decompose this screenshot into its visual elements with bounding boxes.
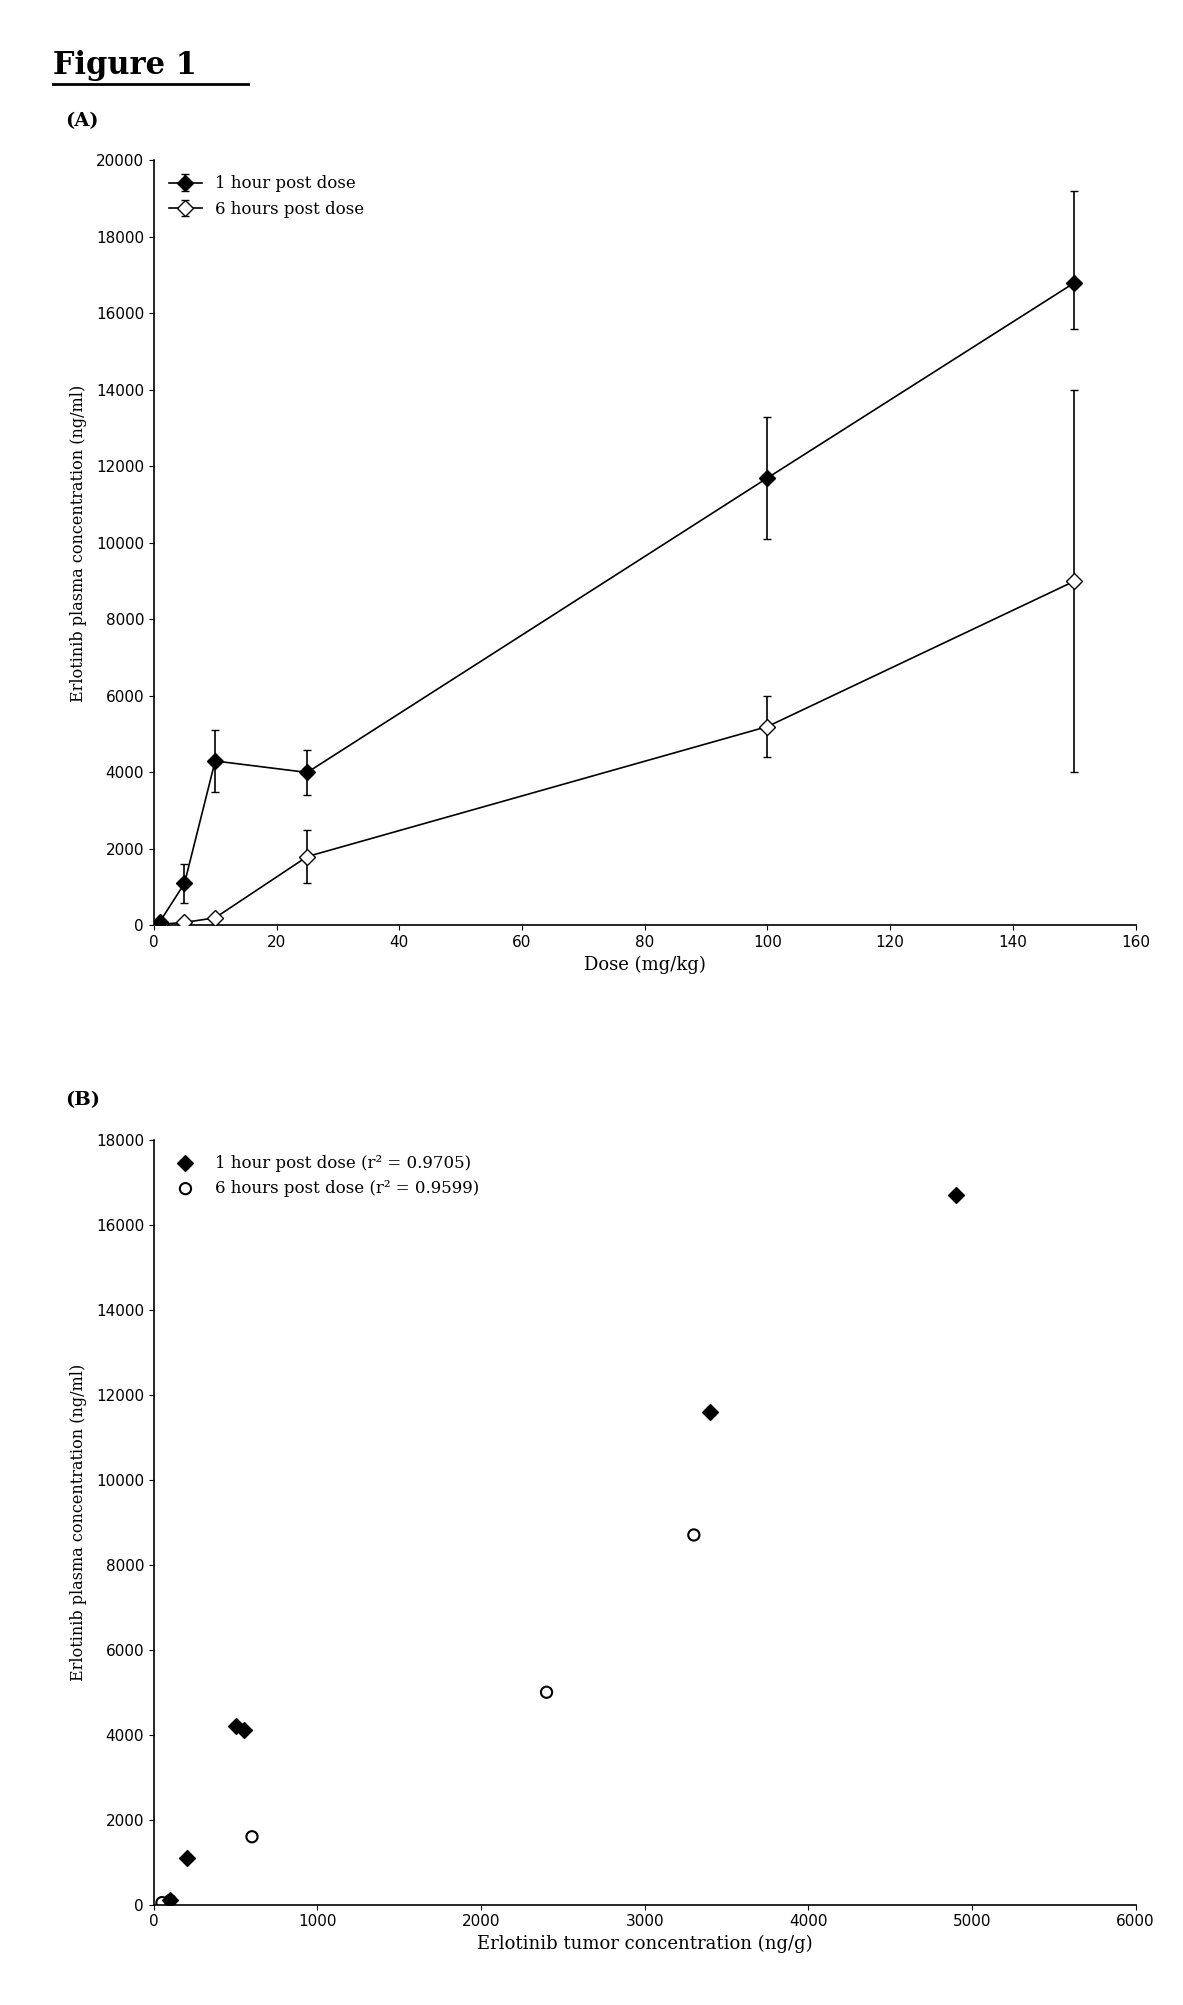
6 hours post dose (r² = 0.9599) <box>537 1676 556 1708</box>
X-axis label: Erlotinib tumor concentration (ng/g): Erlotinib tumor concentration (ng/g) <box>477 1935 813 1953</box>
Y-axis label: Erlotinib plasma concentration (ng/ml): Erlotinib plasma concentration (ng/ml) <box>71 1363 88 1680</box>
1 hour post dose (r² = 0.9705) <box>946 1179 965 1211</box>
1 hour post dose (r² = 0.9705) <box>177 1843 196 1875</box>
1 hour post dose (r² = 0.9705) <box>226 1710 245 1742</box>
Text: (A): (A) <box>65 112 99 130</box>
1 hour post dose (r² = 0.9705) <box>234 1714 253 1746</box>
6 hours post dose (r² = 0.9599) <box>684 1520 703 1552</box>
1 hour post dose (r² = 0.9705) <box>161 1885 180 1917</box>
Legend: 1 hour post dose, 6 hours post dose: 1 hour post dose, 6 hours post dose <box>162 168 371 225</box>
6 hours post dose (r² = 0.9599) <box>243 1821 261 1853</box>
Text: (B): (B) <box>65 1091 101 1109</box>
1 hour post dose (r² = 0.9705) <box>700 1395 719 1428</box>
X-axis label: Dose (mg/kg): Dose (mg/kg) <box>583 956 706 974</box>
6 hours post dose (r² = 0.9599) <box>161 1885 180 1917</box>
Text: Figure 1: Figure 1 <box>53 50 198 80</box>
Legend: 1 hour post dose (r² = 0.9705), 6 hours post dose (r² = 0.9599): 1 hour post dose (r² = 0.9705), 6 hours … <box>162 1149 486 1203</box>
Y-axis label: Erlotinib plasma concentration (ng/ml): Erlotinib plasma concentration (ng/ml) <box>71 385 88 702</box>
6 hours post dose (r² = 0.9599) <box>153 1887 172 1919</box>
